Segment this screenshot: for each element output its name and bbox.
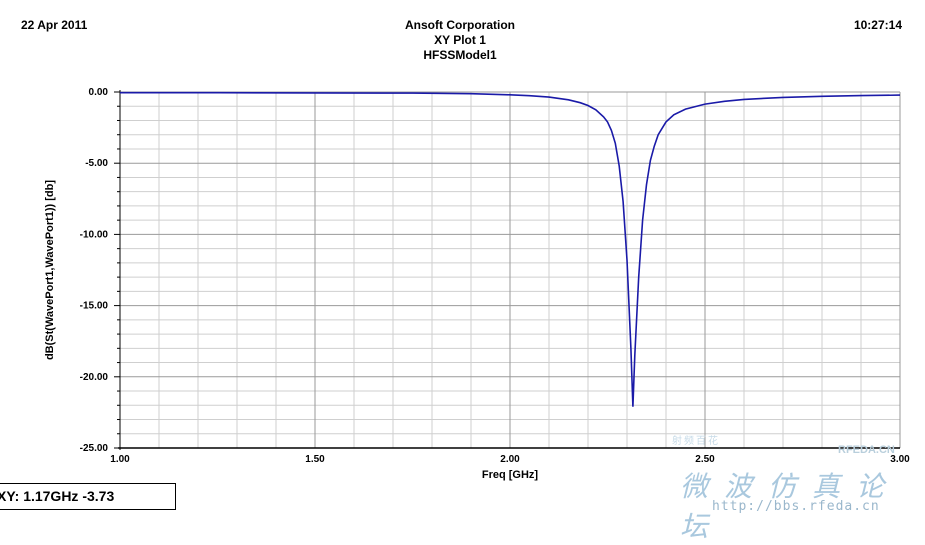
plot-title: XY Plot 1 — [434, 33, 486, 47]
x-tick-label: 3.00 — [890, 454, 910, 465]
y-axis-title: dB(St(WavePort1,WavePort1)) [db] — [44, 180, 56, 360]
marker-readout[interactable]: XY: 1.17GHz -3.73 — [0, 483, 176, 510]
y-tick-label: -15.00 — [80, 301, 109, 312]
x-tick-label: 2.00 — [500, 454, 520, 465]
watermark-url: http://bbs.rfeda.cn — [712, 499, 880, 514]
model-name: HFSSModel1 — [423, 48, 497, 62]
y-tick-labels: 0.00 -5.00 -10.00 -15.00 -20.00 -25.00 — [80, 87, 109, 454]
xy-plot[interactable]: 1.00 1.50 2.00 2.50 3.00 0.00 -5.00 -10.00 -15.… — [0, 0, 925, 521]
watermark-logo: RFEDA.CN — [838, 444, 895, 456]
plot-axes — [114, 90, 900, 450]
x-tick-labels: 1.00 1.50 2.00 2.50 3.00 — [110, 454, 910, 465]
x-tick-label: 1.50 — [305, 454, 325, 465]
y-tick-label: -20.00 — [80, 372, 109, 383]
y-tick-label: -25.00 — [80, 443, 109, 454]
y-tick-label: -10.00 — [80, 229, 109, 240]
watermark-subtitle: 射频百花 — [672, 436, 720, 447]
x-axis-title: Freq [GHz] — [482, 469, 539, 481]
watermark-chinese: 微波仿真论坛 — [680, 470, 901, 543]
company-name: Ansoft Corporation — [405, 18, 515, 32]
report-time: 10:27:14 — [853, 18, 902, 32]
x-tick-label: 1.00 — [110, 454, 130, 465]
report-header: Ansoft Corporation XY Plot 1 HFSSModel1 — [310, 18, 610, 63]
report-date: 22 Apr 2011 — [21, 18, 88, 32]
x-tick-label: 2.50 — [695, 454, 715, 465]
y-tick-label: -5.00 — [85, 158, 108, 169]
y-tick-label: 0.00 — [89, 87, 109, 98]
s11-trace[interactable] — [120, 91, 901, 407]
